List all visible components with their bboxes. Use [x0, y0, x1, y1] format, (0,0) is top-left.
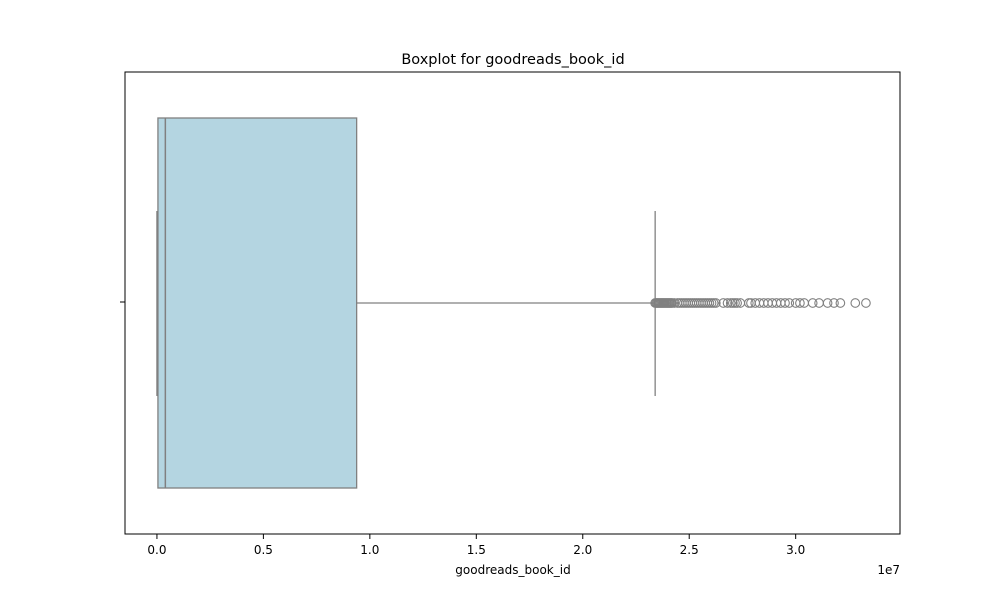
chart-title: Boxplot for goodreads_book_id — [401, 52, 624, 68]
x-offset-label: 1e7 — [877, 563, 900, 577]
plot-area — [156, 117, 871, 489]
outlier-point — [861, 298, 871, 308]
iqr-box — [157, 117, 358, 489]
x-axis: 0.0 0.5 1.0 1.5 2.0 2.5 3.0 — [147, 534, 805, 557]
axes-frame — [124, 71, 901, 535]
outlier-point — [850, 298, 861, 308]
outlier-point — [829, 298, 839, 308]
x-axis-label: goodreads_book_id — [455, 563, 570, 577]
x-tick-label: 2.0 — [573, 543, 592, 557]
x-tick-label: 2.5 — [680, 543, 699, 557]
x-tick-label: 1.5 — [467, 543, 486, 557]
x-tick-label: 1.0 — [360, 543, 379, 557]
outlier-point — [732, 298, 742, 308]
x-tick-label: 3.0 — [786, 543, 805, 557]
outlier-point — [710, 298, 721, 308]
outlier-point — [807, 298, 818, 308]
outlier-point — [784, 298, 795, 308]
x-tick-label: 0.0 — [147, 543, 166, 557]
outlier-point — [795, 298, 805, 308]
outlier-point — [722, 298, 733, 308]
outlier-point — [835, 298, 846, 308]
x-tick-label: 0.5 — [254, 543, 273, 557]
outlier-point — [718, 298, 729, 308]
outlier-point — [669, 298, 680, 308]
outlier-point — [780, 298, 790, 308]
outlier-point — [822, 298, 833, 308]
